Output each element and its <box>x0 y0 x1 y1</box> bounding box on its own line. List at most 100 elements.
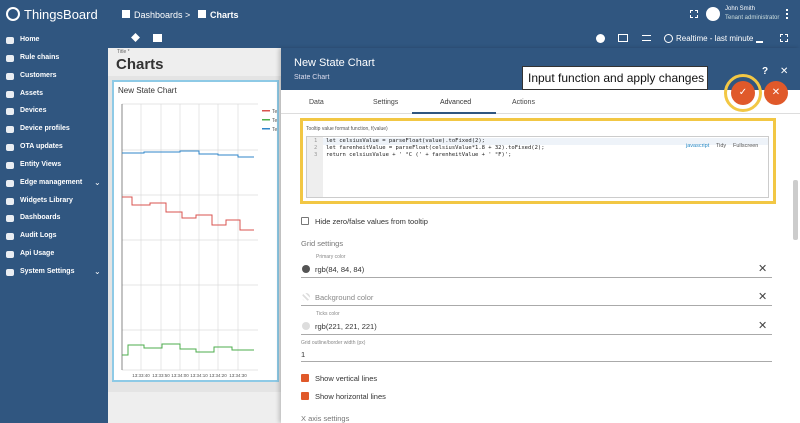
x-tick-label: 13:34:20 <box>209 373 227 378</box>
x-tick-label: 13:34:30 <box>229 373 247 378</box>
x-tick-label: 13:34:00 <box>171 373 189 378</box>
legend-label: Te <box>272 127 277 133</box>
nav-item[interactable]: OTA updates <box>20 143 63 150</box>
nav-icon <box>6 198 14 205</box>
close-button[interactable]: ✕ <box>780 66 789 77</box>
breadcrumb-icon <box>198 10 206 18</box>
breadcrumb-charts[interactable]: Charts <box>210 10 239 20</box>
decline-button[interactable]: ✕ <box>764 81 788 105</box>
widget-title: New State Chart <box>118 86 177 95</box>
filter-button[interactable] <box>642 35 651 41</box>
color-swatch <box>302 322 310 330</box>
panel-title: New State Chart <box>294 57 375 69</box>
tab-underline <box>412 112 496 114</box>
avatar[interactable] <box>706 7 720 21</box>
legend-swatch <box>262 128 270 130</box>
download-button[interactable] <box>756 34 763 43</box>
nav-icon <box>6 215 14 222</box>
legend-label: Te <box>272 109 277 115</box>
checkbox-checked[interactable] <box>301 374 309 382</box>
series-line-red <box>122 196 254 231</box>
help-button[interactable]: ? <box>762 66 769 77</box>
field-value[interactable]: 1 <box>301 350 306 359</box>
highlight-box <box>300 118 776 204</box>
nav-icon <box>6 37 14 44</box>
code-line: let farenheitValue = parseFloat(celsiusV… <box>326 145 545 151</box>
nav-item[interactable]: Api Usage <box>20 250 55 257</box>
nav-chevron: ⌄ <box>94 178 101 187</box>
checkbox[interactable] <box>301 217 309 225</box>
color-swatch <box>302 293 310 301</box>
field-label: Grid outline/border width (px) <box>301 340 366 346</box>
tidy-button[interactable]: Tidy <box>716 143 727 149</box>
nav-icon <box>6 269 14 276</box>
fullscreen-button[interactable]: Fullscreen <box>733 143 759 149</box>
sidebar <box>0 28 108 423</box>
top-bar <box>0 0 800 28</box>
series-line-blue <box>122 150 254 158</box>
checkbox-label: Show vertical lines <box>315 374 378 383</box>
field-underline <box>301 277 772 278</box>
series-line-green <box>122 343 254 356</box>
legend-swatch <box>262 110 270 112</box>
nav-icon <box>6 108 14 115</box>
nav-item[interactable]: Edge management <box>20 179 83 186</box>
clear-button[interactable]: ✕ <box>758 291 768 303</box>
nav-item[interactable]: Entity Views <box>20 161 62 168</box>
nav-icon <box>6 126 14 133</box>
nav-item[interactable]: Rule chains <box>20 54 60 61</box>
breadcrumb-dashboards[interactable]: Dashboards <box>134 10 183 20</box>
nav-icon <box>6 162 14 169</box>
code-line: return celsiusValue + ' °C (' + farenhei… <box>326 152 512 158</box>
code-label: Tooltip value format function, f(value) <box>306 126 388 132</box>
legend-swatch <box>262 119 270 121</box>
nav-item[interactable]: Devices <box>20 107 47 114</box>
nav-item[interactable]: Assets <box>20 90 43 97</box>
breadcrumb-icon <box>122 10 130 18</box>
checkbox-checked[interactable] <box>301 392 309 400</box>
nav-item[interactable]: Dashboards <box>20 214 61 221</box>
code-gutter <box>307 137 323 197</box>
clear-button[interactable]: ✕ <box>758 320 768 332</box>
nav-icon <box>6 251 14 258</box>
line-number: 2 <box>314 145 318 151</box>
user-role: Tenant administrator <box>725 15 780 21</box>
tab-active[interactable]: Advanced <box>440 99 472 106</box>
logo: ThingsBoard <box>24 7 98 22</box>
tab[interactable]: Actions <box>512 99 535 106</box>
field-label: Ticks color <box>316 311 340 317</box>
highlight-ring <box>724 74 762 112</box>
timewindow[interactable]: Realtime - last minute <box>676 34 754 43</box>
apply-button[interactable]: ✓ <box>731 81 755 105</box>
nav-chevron: ⌄ <box>94 267 101 276</box>
expand-button[interactable] <box>780 34 788 42</box>
nav-item[interactable]: Device profiles <box>20 125 70 132</box>
code-editor[interactable] <box>306 136 769 198</box>
settings-button[interactable] <box>596 34 605 43</box>
field-placeholder[interactable]: Background color <box>315 293 374 302</box>
widget-card[interactable] <box>112 80 279 382</box>
clear-button[interactable]: ✕ <box>758 263 768 275</box>
nav-item[interactable]: Home <box>20 36 40 43</box>
widget-chart: Te Te Te 13:33:40 13:33:50 13:34:00 13:34:1… <box>121 103 277 378</box>
tab[interactable]: Data <box>309 99 324 106</box>
nav-icon <box>6 55 14 62</box>
checkbox-label: Hide zero/false values from tooltip <box>315 217 428 226</box>
layout-button[interactable] <box>153 34 162 42</box>
panel-subtitle: State Chart <box>294 74 330 81</box>
field-value[interactable]: rgb(84, 84, 84) <box>315 265 365 274</box>
line-number: 3 <box>314 152 318 158</box>
nav-icon <box>6 73 14 80</box>
fullscreen-button[interactable] <box>690 10 698 18</box>
field-value[interactable]: rgb(221, 221, 221) <box>315 322 377 331</box>
nav-item[interactable]: Customers <box>20 72 57 79</box>
breadcrumb-separator: > <box>185 10 191 20</box>
timewindow-icon[interactable] <box>664 34 673 43</box>
nav-item[interactable]: Audit Logs <box>20 232 57 239</box>
alias-button[interactable] <box>618 34 628 42</box>
tab[interactable]: Settings <box>373 99 399 106</box>
nav-item[interactable]: Widgets Library <box>20 197 73 204</box>
checkbox-label: Show horizontal lines <box>315 392 386 401</box>
menu-button[interactable] <box>786 9 788 19</box>
nav-item[interactable]: System Settings <box>20 268 75 275</box>
